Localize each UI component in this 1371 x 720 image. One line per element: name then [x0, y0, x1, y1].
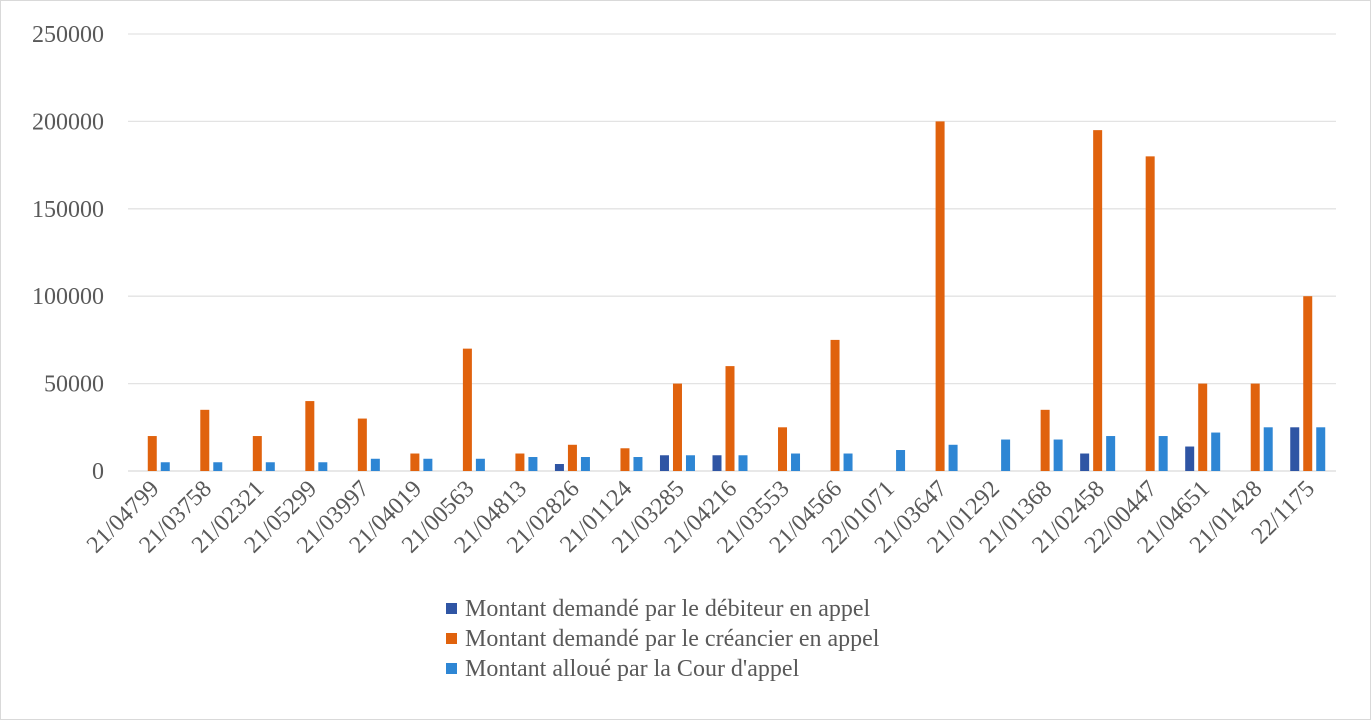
bar	[370, 458, 380, 471]
y-tick-label: 200000	[32, 109, 104, 135]
bar	[725, 366, 735, 471]
bar	[1185, 446, 1195, 471]
bar	[1040, 409, 1050, 471]
bar	[672, 383, 682, 471]
bar	[620, 448, 630, 471]
bar	[633, 457, 643, 471]
bar	[948, 444, 958, 471]
bar	[1316, 427, 1326, 471]
bar	[1080, 453, 1090, 471]
bar	[1290, 427, 1300, 471]
bar	[515, 453, 525, 471]
x-axis: 21/0479921/0375821/0232121/0529921/03997…	[82, 476, 1320, 558]
y-tick-label: 250000	[32, 22, 104, 48]
bar	[357, 418, 367, 471]
y-axis: 0 50000 100000 150000 200000 250000	[32, 22, 104, 485]
bar	[200, 409, 210, 471]
y-tick-label: 100000	[32, 284, 104, 310]
y-tick-label: 150000	[32, 197, 104, 223]
bar	[475, 458, 485, 471]
bar	[1250, 383, 1260, 471]
legend: Montant demandé par le débiteur en appel…	[446, 596, 880, 682]
bar	[318, 462, 328, 471]
legend-label: Montant demandé par le débiteur en appel	[465, 596, 871, 622]
bar	[778, 427, 788, 471]
bar	[1303, 296, 1313, 471]
bar	[252, 436, 262, 471]
legend-swatch	[446, 633, 457, 644]
bar	[410, 453, 420, 471]
bar	[528, 457, 538, 471]
bars	[147, 121, 1326, 472]
bar	[935, 121, 945, 472]
legend-label: Montant alloué par la Cour d'appel	[465, 656, 800, 682]
bar	[567, 444, 577, 471]
bar	[1263, 427, 1273, 471]
bar	[1053, 439, 1063, 471]
grid-layer	[128, 33, 1336, 472]
bar	[554, 464, 564, 471]
bar	[1145, 156, 1155, 472]
legend-swatch	[446, 663, 457, 674]
bar	[213, 462, 223, 471]
bar	[462, 348, 472, 471]
bar	[738, 455, 748, 471]
bar	[1001, 439, 1011, 471]
bar	[1093, 130, 1103, 471]
legend-label: Montant demandé par le créancier en appe…	[465, 626, 880, 652]
bar	[791, 453, 801, 471]
legend-swatch	[446, 603, 457, 614]
bar	[580, 457, 590, 471]
bar	[1198, 383, 1208, 471]
bar	[1211, 432, 1221, 471]
bar	[843, 453, 853, 471]
y-tick-label: 50000	[44, 372, 104, 398]
bar	[305, 401, 315, 471]
bar	[659, 455, 669, 471]
bar	[147, 436, 157, 471]
bar	[265, 462, 275, 471]
y-tick-label: 0	[92, 459, 104, 485]
bar	[896, 450, 906, 471]
bar	[1158, 436, 1168, 471]
bar	[1106, 436, 1116, 471]
bar	[423, 458, 433, 471]
bar	[712, 455, 722, 471]
bar	[685, 455, 695, 471]
bar	[830, 339, 840, 471]
bar	[160, 462, 170, 471]
